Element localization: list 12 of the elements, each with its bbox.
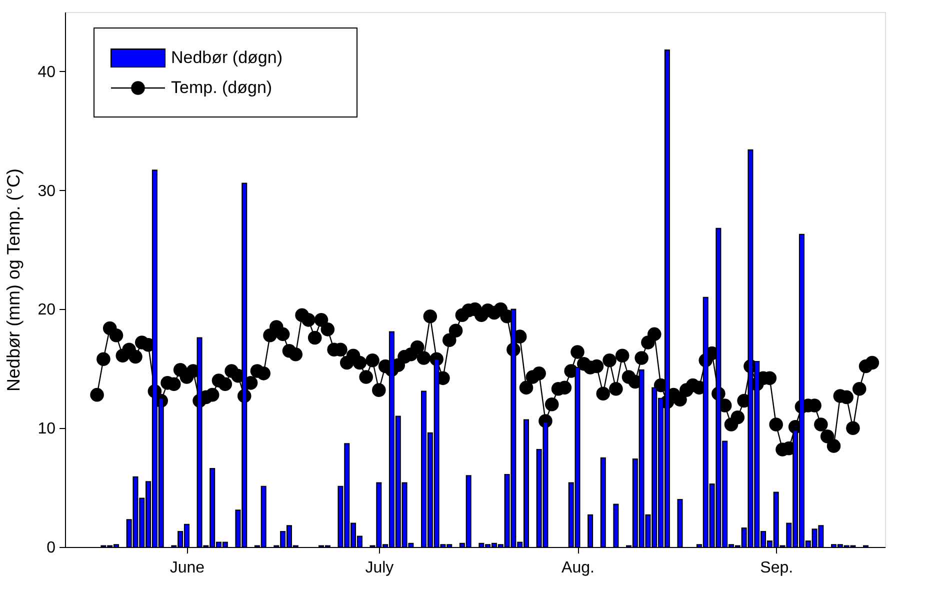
x-tick-label: Sep. <box>760 560 794 576</box>
y-tick-label: 40 <box>38 64 56 81</box>
x-tick-label: July <box>365 560 394 576</box>
x-tick-label: Aug. <box>562 560 594 576</box>
legend-label: Nedbør (døgn) <box>171 48 282 67</box>
y-axis-title: Nedbør (mm) og Temp. (°C) <box>4 168 24 392</box>
y-tick-label: 0 <box>46 540 56 556</box>
y-tick-label: 30 <box>38 182 56 200</box>
x-tick-label: June <box>170 560 205 576</box>
y-tick-label: 20 <box>38 302 56 319</box>
y-tick-label: 10 <box>38 420 56 438</box>
legend-label: Temp. (døgn) <box>171 78 272 97</box>
